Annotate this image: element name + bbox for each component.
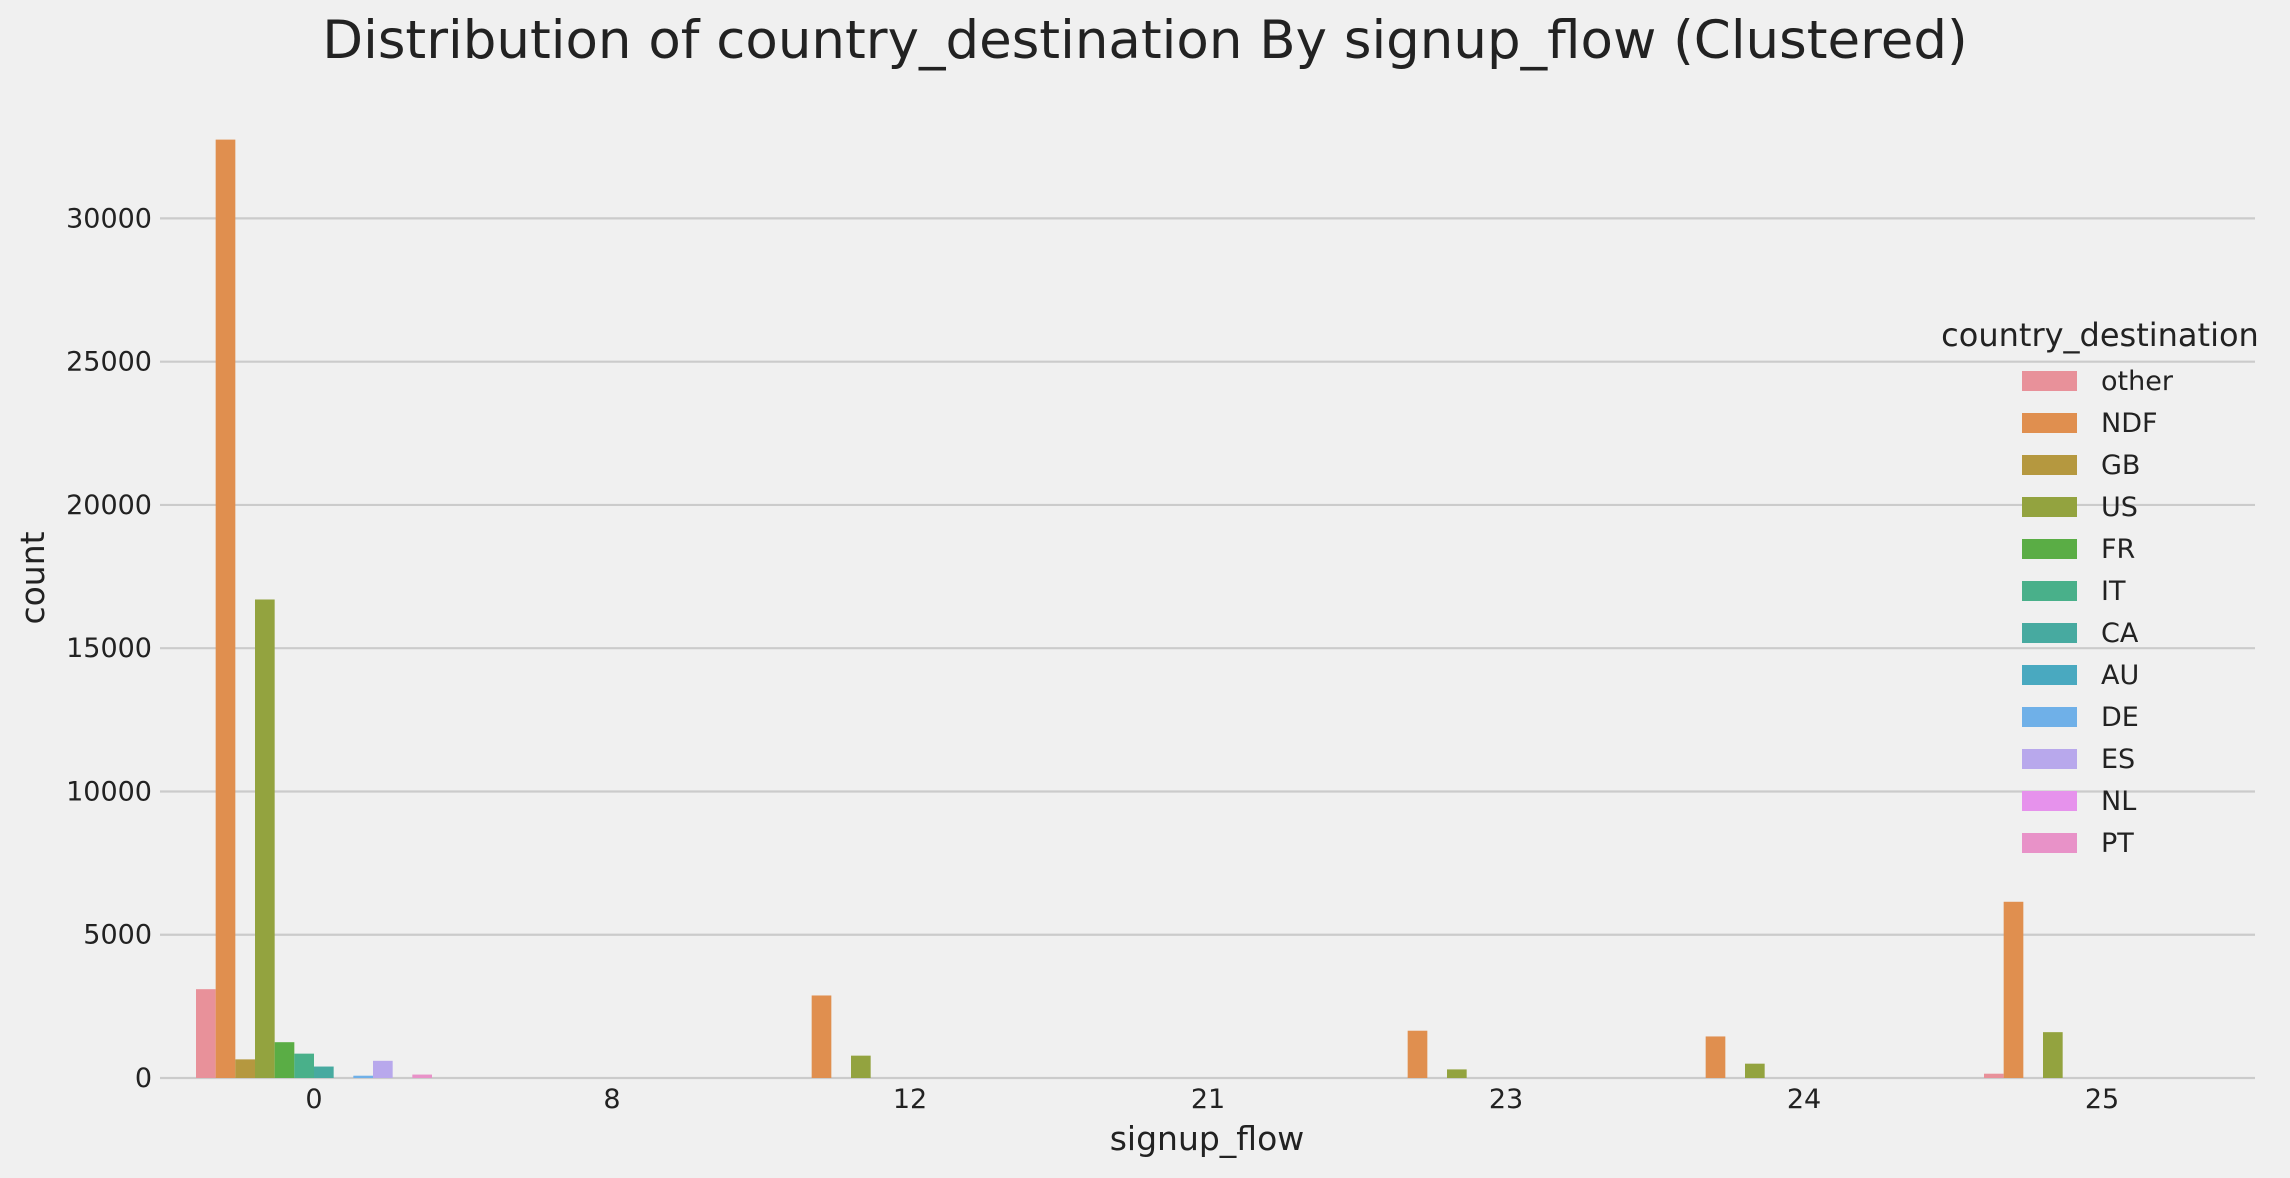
x-axis-label: signup_flow <box>1110 1119 1305 1158</box>
y-axis-label: count <box>13 531 52 624</box>
x-tick-label: 0 <box>305 1084 322 1115</box>
legend-swatch-us <box>2022 497 2077 517</box>
bar-pt-0 <box>412 1074 432 1078</box>
legend-label-au: AU <box>2101 660 2139 691</box>
legend-title: country_destination <box>1941 316 2259 354</box>
y-tick-label: 10000 <box>66 776 152 807</box>
bar-fr-0 <box>274 1042 295 1078</box>
y-tick-label: 20000 <box>66 490 152 521</box>
legend-items: other NDF GB US FR IT CA AU DE ES NL PT <box>2022 366 2174 859</box>
legend-label-es: ES <box>2101 744 2135 775</box>
legend: country_destination other NDF GB US FR IT CA AU… <box>1941 316 2259 859</box>
x-tick-label: 24 <box>1787 1084 1821 1115</box>
legend-label-de: DE <box>2101 702 2139 733</box>
legend-swatch-de <box>2022 707 2077 727</box>
y-tick-label: 25000 <box>66 347 152 378</box>
bar-us-24 <box>1745 1063 1765 1078</box>
legend-label-fr: FR <box>2101 534 2135 565</box>
bar-ndf-0 <box>215 139 236 1078</box>
legend-swatch-ndf <box>2022 413 2077 433</box>
y-tick-label: 30000 <box>66 203 152 234</box>
x-tick-label: 21 <box>1191 1084 1225 1115</box>
bar-gb-0 <box>235 1059 255 1078</box>
legend-swatch-other <box>2022 371 2077 391</box>
bar-ndf-12 <box>811 995 832 1078</box>
bar-ndf-24 <box>1705 1036 1726 1078</box>
y-tick-label: 0 <box>135 1063 152 1094</box>
legend-swatch-nl <box>2022 791 2077 811</box>
legend-label-nl: NL <box>2101 786 2136 817</box>
bar-ndf-25 <box>2003 901 2024 1078</box>
legend-label-it: IT <box>2101 576 2126 607</box>
legend-label-pt: PT <box>2101 828 2134 859</box>
x-tick-label: 25 <box>2085 1084 2119 1115</box>
bar-us-0 <box>255 599 275 1078</box>
bar-ca-0 <box>314 1066 334 1078</box>
legend-swatch-gb <box>2022 455 2077 475</box>
legend-swatch-es <box>2022 749 2077 769</box>
legend-swatch-it <box>2022 581 2077 601</box>
bar-us-25 <box>2043 1032 2063 1078</box>
ticks-layer: 0 5000 10000 15000 20000 25000 30000 0 8 12 21 23 24… <box>66 203 2119 1115</box>
bar-us-12 <box>851 1055 871 1078</box>
bar-ndf-23 <box>1407 1030 1428 1078</box>
bar-us-23 <box>1447 1069 1467 1078</box>
legend-swatch-pt <box>2022 833 2077 853</box>
bar-es-0 <box>373 1060 393 1078</box>
legend-label-ndf: NDF <box>2101 408 2158 439</box>
chart-title: Distribution of country_destination By s… <box>322 10 1967 71</box>
bar-other-0 <box>196 989 216 1078</box>
x-tick-label: 23 <box>1489 1084 1523 1115</box>
legend-label-ca: CA <box>2101 618 2139 649</box>
legend-swatch-au <box>2022 665 2077 685</box>
legend-swatch-fr <box>2022 539 2077 559</box>
legend-label-other: other <box>2101 366 2174 397</box>
bar-it-0 <box>294 1053 314 1078</box>
bar-other-25 <box>1984 1073 2004 1078</box>
y-tick-label: 5000 <box>83 920 152 951</box>
bars-layer <box>196 139 2063 1078</box>
legend-label-gb: GB <box>2101 450 2140 481</box>
y-tick-label: 15000 <box>66 633 152 664</box>
x-tick-label: 8 <box>603 1084 620 1115</box>
x-tick-label: 12 <box>893 1084 927 1115</box>
bar-de-0 <box>353 1075 373 1078</box>
legend-label-us: US <box>2101 492 2138 523</box>
grid-layer <box>160 217 2255 1080</box>
legend-swatch-ca <box>2022 623 2077 643</box>
